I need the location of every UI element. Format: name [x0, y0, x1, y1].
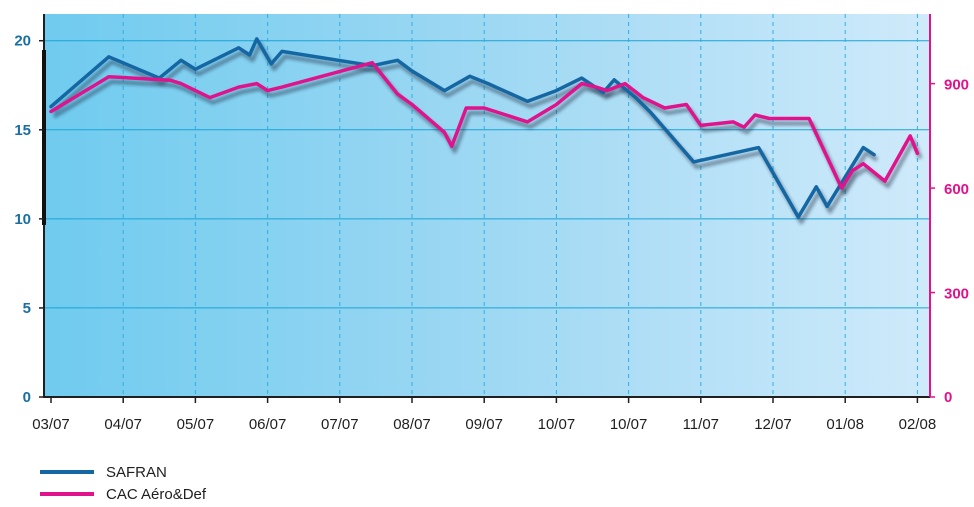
y-tick-label-right: 900: [944, 77, 969, 94]
x-tick-label: 09/07: [465, 416, 503, 433]
y-tick-label-left: 0: [23, 389, 31, 406]
legend-item-safran: SAFRAN: [40, 461, 206, 483]
y-axis-right-ticks: 0 300 600 900: [930, 77, 969, 406]
plot-background: [44, 14, 930, 397]
series-lines: [49, 37, 920, 219]
x-tick-label: 07/07: [321, 416, 359, 433]
x-tick-label: 10/07: [610, 416, 648, 433]
axes: [42, 14, 931, 403]
y-tick-label-right: 300: [944, 286, 969, 303]
x-tick-label: 10/07: [538, 416, 576, 433]
y-axis-left-ticks: 0 5 10 15 20: [14, 33, 44, 406]
y-tick-label-right: 0: [944, 389, 952, 406]
x-axis-ticks: 03/07 04/07 05/07 06/07 07/07 08/07 09/07 10/07…: [32, 416, 936, 433]
x-tick-label: 04/07: [104, 416, 142, 433]
series-line-cac-aero-def: [49, 60, 920, 190]
x-tick-label: 05/07: [177, 416, 215, 433]
legend-swatch-safran: [40, 470, 94, 474]
y-tick-label-right: 600: [944, 181, 969, 198]
x-tick-label: 06/07: [249, 416, 287, 433]
legend-label-cac: CAC Aéro&Def: [106, 485, 207, 503]
y-tick-label-left: 5: [23, 300, 31, 317]
gridlines: [44, 14, 930, 397]
x-tick-label: 12/07: [754, 416, 792, 433]
legend-label-safran: SAFRAN: [106, 463, 167, 481]
x-tick-label: 03/07: [32, 416, 70, 433]
series-line-safran: [49, 37, 876, 219]
y-tick-label-left: 15: [14, 122, 31, 139]
x-tick-label: 11/07: [683, 416, 719, 433]
y-tick-label-left: 10: [14, 211, 31, 228]
legend-item-cac: CAC Aéro&Def: [40, 483, 206, 505]
legend-swatch-cac: [40, 492, 94, 496]
legend: SAFRAN CAC Aéro&Def: [40, 461, 206, 505]
x-tick-label: 08/07: [393, 416, 431, 433]
x-tick-label: 02/08: [899, 416, 937, 433]
y-tick-label-left: 20: [14, 33, 31, 50]
x-tick-label: 01/08: [826, 416, 864, 433]
series-shadow-1: [52, 65, 923, 196]
